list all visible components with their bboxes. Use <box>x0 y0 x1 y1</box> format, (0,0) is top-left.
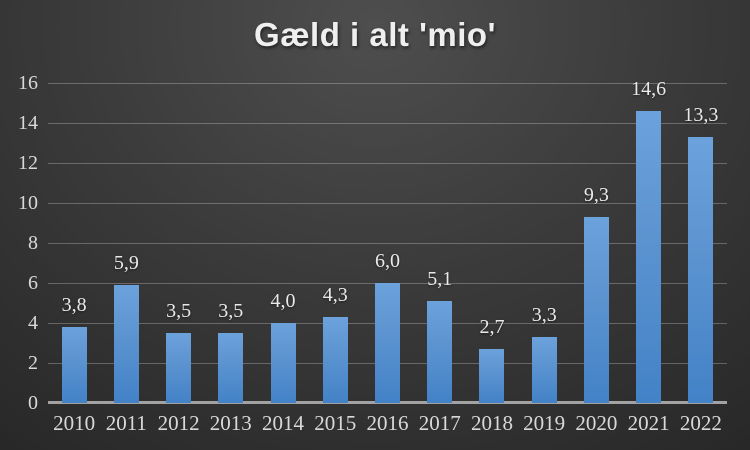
bar-2016 <box>375 283 400 403</box>
x-axis-category-label-2021: 2021 <box>627 411 670 435</box>
x-axis-category-label-2015: 2015 <box>314 411 357 435</box>
x-axis-category-label-2020: 2020 <box>575 411 618 435</box>
bar-2013 <box>218 333 244 403</box>
bar-value-label-2011: 5,9 <box>113 252 139 274</box>
gridline-y-8 <box>48 243 727 244</box>
bar-value-label-2012: 3,5 <box>166 300 192 322</box>
y-axis-tick-label: 0 <box>28 392 38 414</box>
chart-title: Gæld i alt 'mio' <box>254 16 496 53</box>
bar-value-label-2014: 4,0 <box>270 290 296 312</box>
gridline-y-16 <box>48 83 727 84</box>
y-axis-tick-label: 2 <box>28 352 38 374</box>
y-axis-tick-label: 4 <box>28 312 38 334</box>
x-axis-category-label-2012: 2012 <box>157 411 200 435</box>
x-axis-category-label-2013: 2013 <box>209 411 252 435</box>
bar-2019 <box>531 337 557 403</box>
gridline-y-12 <box>48 163 727 164</box>
y-axis-tick-label: 12 <box>18 152 38 174</box>
x-axis-category-label-2018: 2018 <box>470 411 513 435</box>
bar-2020 <box>583 217 609 403</box>
gridline-y-14 <box>48 123 727 124</box>
bar-value-label-2019: 3,3 <box>531 304 557 326</box>
y-axis-tick-label: 10 <box>18 192 38 214</box>
bar-value-label-2015: 4,3 <box>322 284 348 306</box>
bar-value-label-2020: 9,3 <box>583 184 609 206</box>
x-axis-category-label-2019: 2019 <box>523 411 566 435</box>
x-axis-category-label-2017: 2017 <box>418 411 461 435</box>
bar-2012 <box>166 333 192 403</box>
y-axis-tick-label: 6 <box>28 272 38 294</box>
bar-value-label-2013: 3,5 <box>218 300 244 322</box>
y-axis-tick-label: 16 <box>18 72 38 94</box>
x-axis-category-label-2010: 2010 <box>53 411 96 435</box>
bar-value-label-2022: 13,3 <box>683 104 719 126</box>
bar-2021 <box>636 111 662 403</box>
bar-value-label-2021: 14,6 <box>631 78 667 100</box>
bar-value-label-2016: 6,0 <box>375 250 400 272</box>
x-axis-category-label-2011: 2011 <box>105 411 147 435</box>
bar-2018 <box>479 349 505 403</box>
y-axis-tick-label: 14 <box>18 112 38 134</box>
y-axis-tick-label: 8 <box>28 232 38 254</box>
x-axis-category-label-2014: 2014 <box>262 411 305 435</box>
bar-2017 <box>427 301 453 403</box>
bar-2010 <box>61 327 87 403</box>
bar-2011 <box>113 285 139 403</box>
x-axis-category-label-2016: 2016 <box>366 411 409 435</box>
bar-value-label-2010: 3,8 <box>61 294 87 316</box>
gridline-y-10 <box>48 203 727 204</box>
bar-2014 <box>270 323 296 403</box>
bar-2015 <box>322 317 348 403</box>
bar-2022 <box>688 137 714 403</box>
x-axis-category-label-2022: 2022 <box>679 411 722 435</box>
bar-value-label-2018: 2,7 <box>479 316 505 338</box>
bar-value-label-2017: 5,1 <box>427 268 453 290</box>
plot-area <box>48 83 727 404</box>
